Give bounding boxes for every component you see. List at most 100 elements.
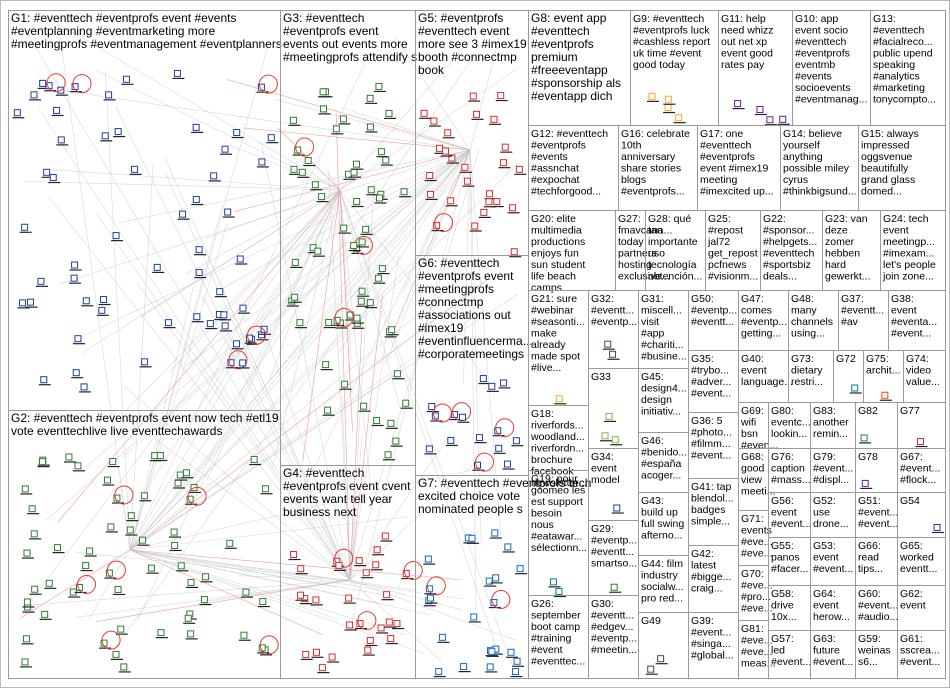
group-label: craig... — [691, 583, 723, 595]
edge — [129, 549, 383, 605]
group-label: rates pay — [721, 59, 765, 71]
edge — [395, 36, 471, 151]
edge — [300, 149, 471, 351]
group-label: #adver... — [691, 376, 731, 388]
self-loop — [432, 403, 452, 423]
vertex — [766, 116, 774, 124]
group-label: #visionm... — [708, 271, 758, 283]
group-label: event — [591, 463, 617, 475]
group-label: today — [618, 236, 644, 248]
group-label: miscell... — [641, 305, 682, 317]
nodes — [12, 69, 945, 678]
group-label: #busine... — [641, 351, 687, 363]
group-label: G41: tap — [691, 481, 731, 493]
group-label: #eventtech event — [418, 24, 510, 38]
edge — [349, 149, 480, 581]
edge — [349, 432, 452, 581]
vertex — [485, 198, 493, 206]
group-label: G32: — [591, 293, 614, 305]
group-label: exclusive... — [618, 271, 670, 283]
group-label: value... — [906, 376, 940, 388]
group-label: public upend — [873, 48, 933, 60]
vertex — [221, 145, 229, 153]
vertex — [375, 194, 383, 202]
vertex — [53, 106, 61, 114]
self-loop — [334, 548, 354, 568]
vertex — [182, 469, 190, 477]
group-label: #live... — [531, 362, 561, 374]
group-label: #meetin... — [591, 644, 637, 656]
group-label: #eventprofs — [531, 140, 586, 152]
group-label: #eventinfluencerma... — [418, 334, 533, 348]
group-label: simple... — [691, 516, 730, 528]
group-label: G31: — [641, 293, 664, 305]
edge — [349, 579, 463, 611]
vertex — [346, 621, 354, 629]
vertex — [239, 304, 247, 312]
group-label: multimedia — [531, 225, 582, 237]
self-loop — [187, 486, 207, 506]
edge — [119, 149, 471, 223]
group-label: cyrus — [783, 174, 808, 186]
vertex — [509, 204, 517, 212]
group-label: #techforgood... — [531, 186, 601, 198]
edge — [96, 579, 351, 622]
edge — [230, 145, 341, 191]
vertex — [49, 174, 57, 182]
edge — [129, 317, 474, 551]
group-label: archit... — [866, 365, 900, 377]
vertex — [516, 565, 524, 573]
edge — [206, 189, 341, 481]
edge — [390, 149, 471, 339]
edge — [129, 284, 195, 551]
vertex — [490, 115, 498, 123]
group-label: #eventprofs event — [418, 269, 514, 283]
vertex — [604, 340, 612, 348]
group-label: jal72 — [707, 236, 730, 248]
edge — [96, 213, 351, 581]
group-label: panos — [771, 552, 800, 564]
self-loop — [246, 325, 266, 345]
group-label: #eventprofs luck — [633, 25, 710, 37]
self-loop — [72, 74, 92, 94]
group-label: #eventp... — [591, 316, 637, 328]
edge — [129, 237, 388, 551]
edge — [129, 549, 385, 596]
edge — [129, 467, 482, 551]
edge — [129, 549, 463, 600]
group-label: another — [813, 417, 849, 429]
vertex — [312, 596, 320, 604]
self-loop — [77, 574, 97, 594]
edge — [303, 149, 471, 490]
vertex — [375, 82, 383, 90]
vertex — [512, 668, 520, 676]
edge — [21, 189, 341, 614]
vertex — [112, 232, 120, 240]
edge — [156, 440, 351, 581]
edge — [62, 25, 341, 191]
group-label: tonycompto... — [873, 94, 936, 106]
vertex — [57, 136, 65, 144]
vertex — [131, 165, 139, 173]
edge — [129, 172, 462, 551]
vertex — [610, 583, 618, 591]
group-label: G2: #eventtech #eventprofs event now tec… — [11, 411, 279, 425]
edge — [349, 294, 383, 581]
group-label: G25: — [708, 213, 731, 225]
group-label: #event — [531, 644, 563, 656]
vertex — [13, 109, 21, 117]
group-label: #event... — [900, 656, 940, 668]
group-label: G61: — [900, 633, 923, 645]
group-label: let's people — [883, 259, 936, 271]
vertex — [71, 261, 79, 269]
vertex — [438, 633, 446, 641]
group-label: #eve... — [741, 580, 773, 592]
group-label: more see 3 #imex19 — [418, 37, 527, 51]
vertex — [242, 588, 250, 596]
group-label: G1: #eventtech #eventprofs event #events — [11, 11, 236, 25]
group-label: event — [883, 225, 909, 237]
vertex — [250, 456, 258, 464]
group-label: oggsvenue — [861, 151, 913, 163]
edge — [272, 189, 341, 468]
